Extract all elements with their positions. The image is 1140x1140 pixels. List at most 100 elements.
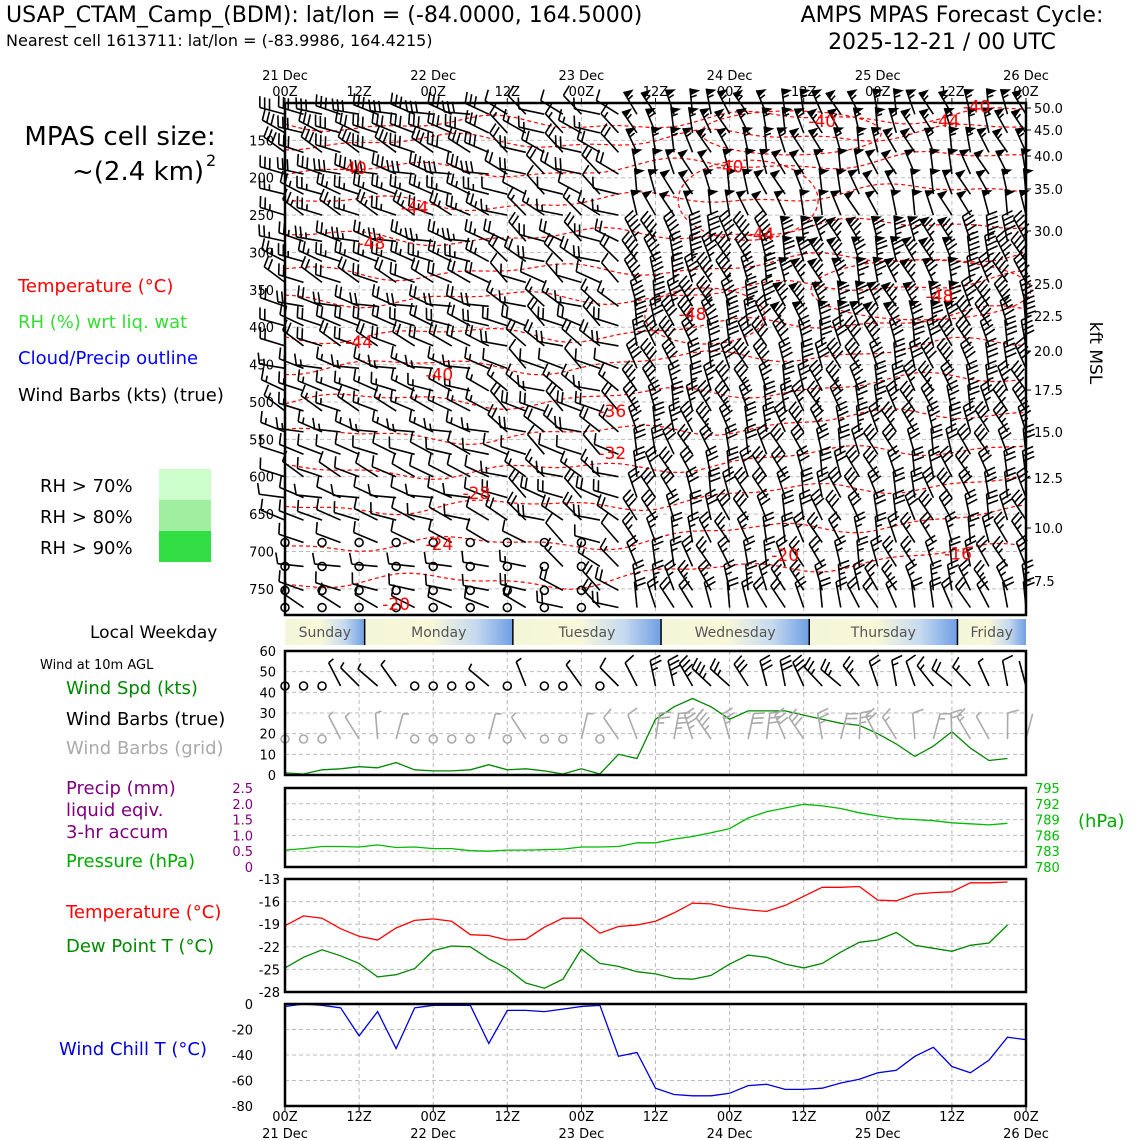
wind-barb — [352, 172, 378, 195]
wind-barb — [679, 400, 694, 433]
wind-barb — [370, 371, 397, 392]
wind-barb — [535, 198, 564, 216]
wind-barb — [852, 558, 866, 591]
wind-barb — [572, 503, 601, 521]
legend-wind: Wind Barbs (kts) (true) — [18, 385, 224, 406]
wind-barb — [596, 279, 619, 307]
wind-barb — [577, 189, 601, 216]
pressure-tick-label: 450 — [249, 359, 274, 374]
pressure-tick-label: 700 — [249, 545, 274, 560]
surface-grid-wind-barb — [374, 710, 382, 740]
wind-barb — [945, 422, 959, 455]
wind-barb — [965, 126, 977, 153]
wind-barb — [667, 359, 681, 391]
wind-barb — [705, 88, 717, 115]
wind-barb — [591, 590, 619, 609]
wind-barb — [526, 164, 545, 195]
wind-barb — [277, 115, 304, 134]
wind-barb — [714, 230, 732, 262]
wind-barb — [595, 149, 619, 175]
surface-wind-barb — [667, 654, 681, 687]
wind-barb — [544, 537, 564, 567]
wind-barb — [502, 108, 527, 134]
wind-barb — [788, 281, 805, 307]
wind-barb — [966, 251, 980, 283]
pressure-panel-frame — [283, 786, 1028, 869]
wind-barb — [1003, 466, 1017, 498]
wind-barb — [930, 423, 943, 455]
bottom-hour-label: 12Z — [495, 1110, 521, 1125]
wind-barb — [899, 380, 916, 412]
wind-barb — [593, 433, 619, 456]
wind-barb — [314, 571, 341, 592]
bottom-hour-label: 00Z — [1013, 1110, 1039, 1125]
wind-barb — [261, 238, 286, 263]
wind-barb — [631, 314, 646, 347]
wind-barb — [901, 400, 916, 433]
top-date-label: 22 Dec — [410, 69, 456, 84]
wind-barb — [315, 498, 341, 521]
rh90-swatch — [159, 531, 211, 562]
surface-grid-wind-barb — [774, 707, 789, 740]
wind-barb — [625, 336, 642, 369]
surface-wind-barb — [1001, 654, 1014, 687]
wind-barb — [726, 168, 738, 195]
wind-barb — [370, 241, 397, 263]
wind-barb — [907, 215, 922, 242]
wind-barb — [762, 400, 776, 432]
wind-barb — [922, 257, 938, 283]
wind-barb — [647, 379, 662, 412]
windchill-line — [284, 1003, 1027, 1097]
wind-barb — [716, 488, 731, 521]
precip-label-1: Precip (mm) — [66, 778, 176, 799]
wind-barb — [374, 126, 397, 153]
wind-barb — [539, 561, 550, 572]
surface-wind-barb — [446, 681, 457, 691]
surface-wind-barb — [759, 654, 773, 687]
windchill-label: Wind Chill T (°C) — [59, 1039, 207, 1060]
wind-barb — [525, 144, 545, 175]
wind-barb — [626, 534, 639, 567]
wind-barb — [827, 511, 842, 543]
wind-barb — [423, 292, 452, 308]
wind-barb — [924, 534, 938, 567]
wind-barb — [334, 432, 360, 456]
dewpoint-label: Dew Point T (°C) — [66, 936, 214, 957]
wind-barb — [650, 126, 662, 153]
wind-barb — [599, 232, 620, 263]
wind-barb — [958, 558, 972, 591]
wind-barb — [314, 114, 341, 134]
wind-barb — [351, 572, 378, 592]
wind-barb — [460, 292, 489, 308]
wind-barb — [760, 230, 775, 262]
wind-barb — [523, 318, 545, 347]
top-hour-label: 12Z — [643, 85, 669, 100]
wind-barb — [739, 445, 754, 477]
height-tick-label: 10.0 — [1034, 522, 1063, 537]
wind-barb — [714, 511, 731, 543]
wind-barb — [582, 424, 601, 455]
wind-barb — [427, 388, 453, 412]
wind-barb — [641, 359, 657, 392]
wind-barb — [751, 315, 769, 347]
wind-barb — [465, 495, 490, 521]
pressure-tick-label: 150 — [249, 134, 274, 149]
wind-barb — [259, 195, 286, 216]
wind-barb — [354, 451, 379, 478]
wind-barb — [720, 336, 736, 369]
wind-barb — [677, 149, 694, 175]
wind-barb — [294, 225, 323, 243]
wind-barb — [831, 314, 848, 347]
wind-barb — [319, 188, 342, 216]
pressure-tick-label: 350 — [249, 284, 274, 299]
wind-barb — [465, 366, 490, 392]
wind-barb — [718, 209, 735, 242]
wind-barb — [874, 359, 887, 391]
wind-barb — [336, 385, 360, 412]
wind-barb — [881, 423, 898, 455]
bottom-date-label: 24 Dec — [707, 1127, 753, 1140]
pressure-ytick: 789 — [1035, 814, 1060, 829]
wind-barb — [317, 561, 327, 572]
